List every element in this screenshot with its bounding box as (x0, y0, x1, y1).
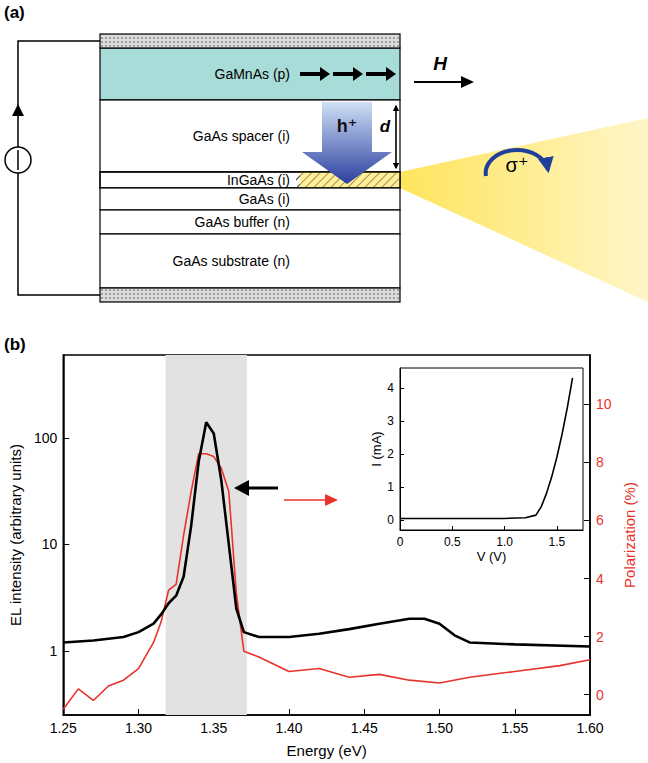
svg-text:Energy (eV): Energy (eV) (287, 742, 367, 759)
svg-text:10: 10 (596, 396, 612, 412)
svg-text:2: 2 (387, 447, 394, 461)
svg-text:0: 0 (397, 535, 404, 549)
svg-text:GaAs buffer (n): GaAs buffer (n) (195, 214, 290, 230)
svg-text:d: d (380, 117, 391, 136)
svg-text:1: 1 (49, 643, 57, 659)
svg-text:1.0: 1.0 (496, 535, 513, 549)
svg-text:1.55: 1.55 (501, 720, 528, 736)
svg-text:6: 6 (596, 512, 604, 528)
svg-text:4: 4 (387, 381, 394, 395)
svg-text:InGaAs (i): InGaAs (i) (227, 172, 290, 188)
svg-text:Polarization (%): Polarization (%) (621, 482, 638, 588)
svg-text:1.5: 1.5 (549, 535, 566, 549)
svg-text:1.45: 1.45 (351, 720, 378, 736)
svg-text:0: 0 (596, 687, 604, 703)
svg-text:1.35: 1.35 (200, 720, 227, 736)
svg-text:GaMnAs (p): GaMnAs (p) (215, 66, 290, 82)
svg-text:H: H (433, 53, 448, 74)
svg-text:GaAs spacer (i): GaAs spacer (i) (193, 128, 290, 144)
svg-text:I (mA): I (mA) (369, 431, 384, 466)
svg-text:3: 3 (387, 414, 394, 428)
svg-text:1: 1 (387, 480, 394, 494)
svg-text:V (V): V (V) (477, 549, 507, 564)
svg-text:2: 2 (596, 629, 604, 645)
svg-text:1.50: 1.50 (426, 720, 453, 736)
svg-text:σ⁺: σ⁺ (506, 154, 529, 176)
svg-text:EL intensity (arbitrary units): EL intensity (arbitrary units) (7, 444, 24, 626)
svg-text:4: 4 (596, 571, 604, 587)
svg-text:GaAs substrate (n): GaAs substrate (n) (173, 253, 291, 269)
svg-text:1.40: 1.40 (275, 720, 302, 736)
svg-text:(a): (a) (4, 3, 25, 22)
svg-text:0.5: 0.5 (444, 535, 461, 549)
svg-text:(b): (b) (4, 335, 26, 354)
svg-text:1.30: 1.30 (125, 720, 152, 736)
svg-text:1.60: 1.60 (576, 720, 603, 736)
svg-text:100: 100 (34, 430, 58, 446)
svg-text:8: 8 (596, 454, 604, 470)
svg-text:h⁺: h⁺ (337, 116, 358, 136)
svg-text:0: 0 (387, 513, 394, 527)
svg-text:GaAs (i): GaAs (i) (239, 191, 290, 207)
svg-text:10: 10 (42, 536, 58, 552)
svg-text:1.25: 1.25 (50, 720, 77, 736)
